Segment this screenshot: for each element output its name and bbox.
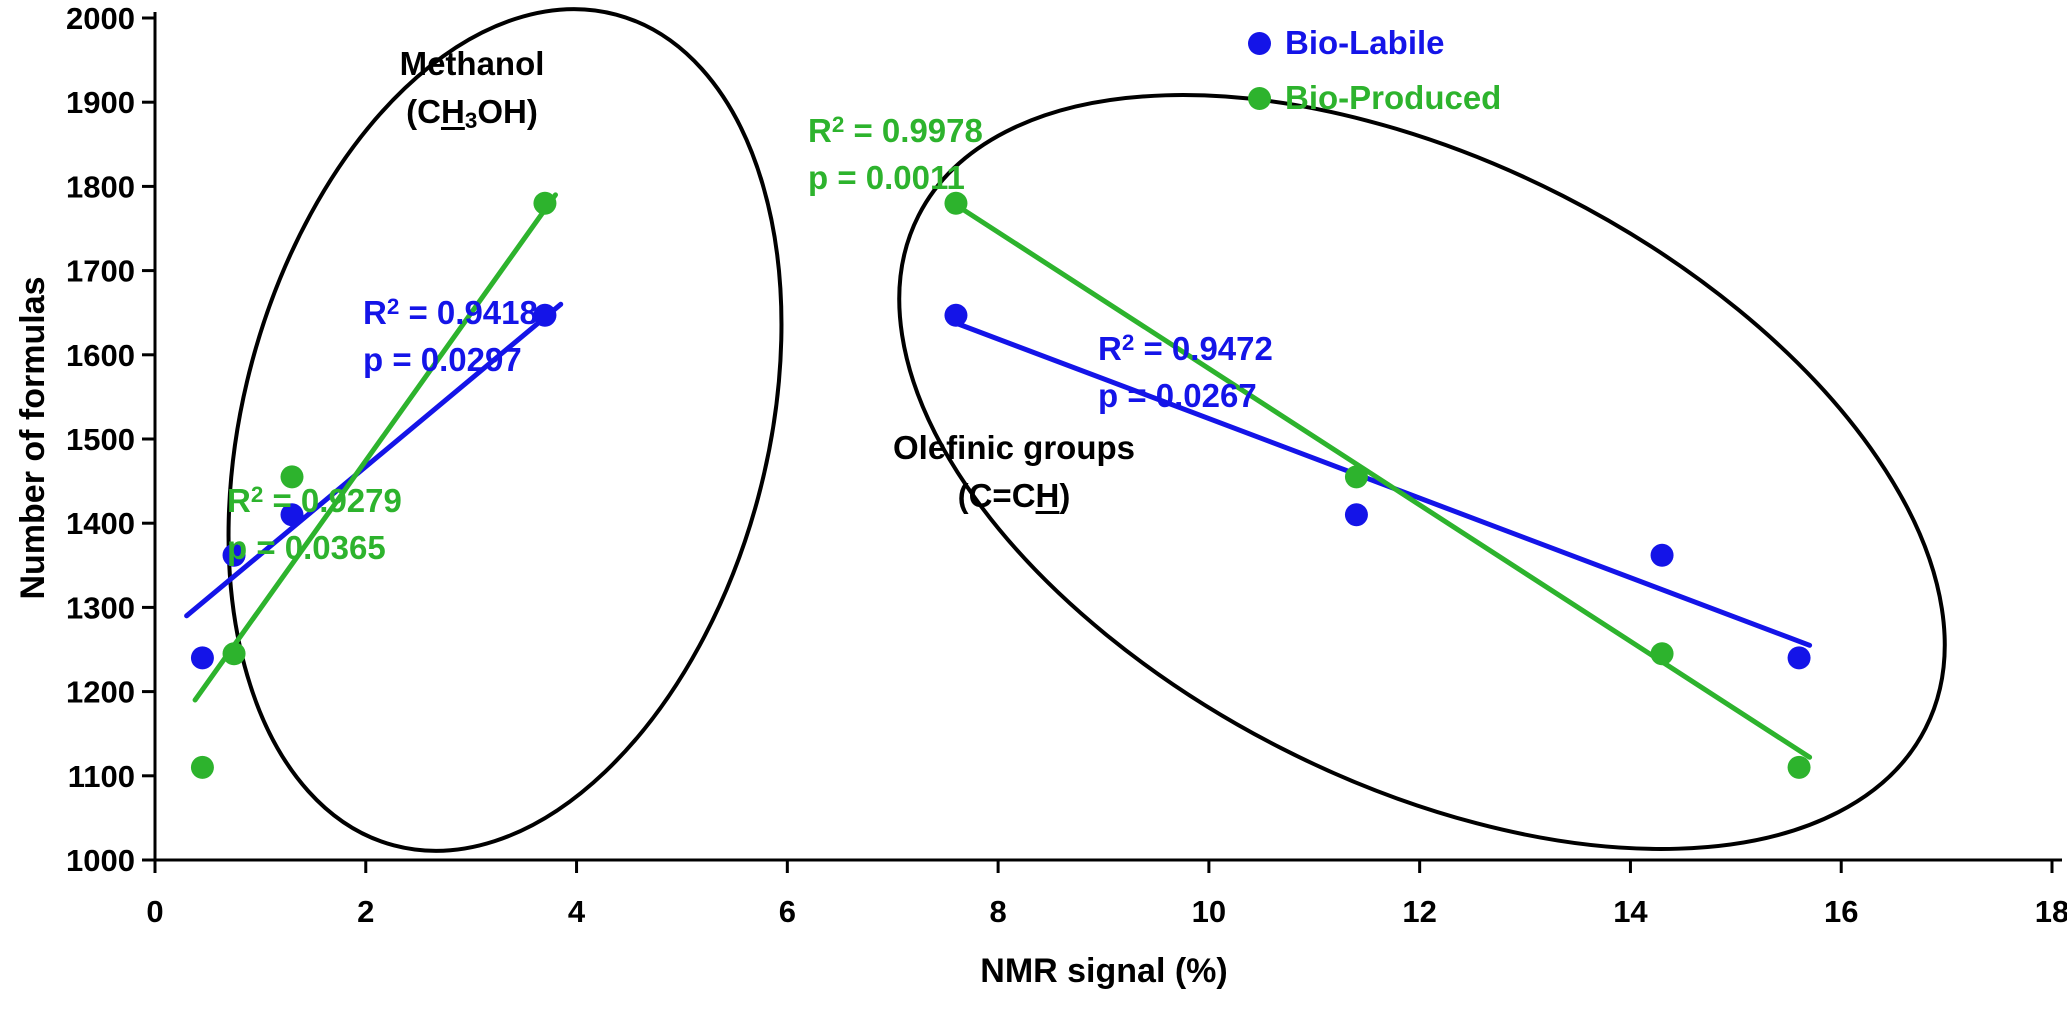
point-bio-produced bbox=[1344, 465, 1368, 489]
point-bio-produced bbox=[1787, 755, 1811, 779]
y-tick-label: 1200 bbox=[66, 675, 135, 710]
x-tick-label: 8 bbox=[989, 894, 1006, 929]
legend-label-bio-labile: Bio-Labile bbox=[1285, 24, 1445, 61]
point-bio-produced bbox=[944, 191, 968, 215]
point-bio-labile bbox=[1344, 503, 1368, 527]
x-tick-label: 2 bbox=[357, 894, 374, 929]
trendline-bio-labile bbox=[948, 318, 1813, 648]
point-bio-labile bbox=[280, 503, 304, 527]
y-tick-label: 1100 bbox=[68, 759, 135, 794]
y-tick-label: 1600 bbox=[66, 338, 135, 373]
trendline-bio-produced bbox=[953, 202, 1813, 760]
point-bio-labile bbox=[190, 646, 214, 670]
point-bio-produced bbox=[190, 755, 214, 779]
point-bio-labile bbox=[222, 543, 246, 567]
y-tick-label: 1800 bbox=[66, 169, 135, 204]
x-tick-label: 12 bbox=[1402, 894, 1436, 929]
y-axis-title: Number of formulas bbox=[14, 276, 52, 599]
point-bio-produced bbox=[533, 191, 557, 215]
legend-marker-bio-produced bbox=[1248, 86, 1271, 110]
point-bio-labile bbox=[1787, 646, 1811, 670]
point-bio-labile bbox=[944, 303, 968, 327]
x-tick-label: 14 bbox=[1613, 894, 1648, 929]
point-bio-produced bbox=[1650, 642, 1674, 666]
legend-item-bio-produced: Bio-Produced bbox=[1248, 79, 1501, 117]
y-tick-label: 1500 bbox=[66, 422, 135, 457]
point-bio-labile bbox=[533, 303, 557, 327]
x-tick-label: 10 bbox=[1192, 894, 1226, 929]
y-tick-label: 1400 bbox=[66, 506, 135, 541]
y-tick-label: 1700 bbox=[66, 254, 135, 289]
trendline-bio-produced bbox=[192, 192, 558, 703]
x-tick-label: 4 bbox=[568, 894, 586, 929]
point-bio-produced bbox=[222, 642, 246, 666]
legend: Bio-Labile Bio-Produced bbox=[1248, 24, 1501, 117]
legend-item-bio-labile: Bio-Labile bbox=[1248, 24, 1501, 62]
ellipse-methanol bbox=[226, 7, 784, 853]
point-bio-produced bbox=[280, 465, 304, 489]
x-tick-label: 18 bbox=[2035, 894, 2067, 929]
y-tick-label: 1900 bbox=[66, 85, 135, 120]
x-axis-title: NMR signal (%) bbox=[980, 952, 1227, 990]
y-tick-label: 1000 bbox=[66, 843, 135, 878]
y-tick-label: 1300 bbox=[66, 590, 135, 625]
x-tick-label: 16 bbox=[1824, 894, 1858, 929]
legend-label-bio-produced: Bio-Produced bbox=[1285, 79, 1502, 116]
x-tick-label: 0 bbox=[146, 894, 163, 929]
point-bio-labile bbox=[1650, 543, 1674, 567]
x-tick-label: 6 bbox=[779, 894, 796, 929]
legend-marker-bio-labile bbox=[1248, 31, 1271, 55]
trendline-bio-labile bbox=[184, 301, 564, 619]
y-tick-label: 2000 bbox=[66, 1, 135, 36]
ellipse-olefinic bbox=[897, 93, 1947, 851]
